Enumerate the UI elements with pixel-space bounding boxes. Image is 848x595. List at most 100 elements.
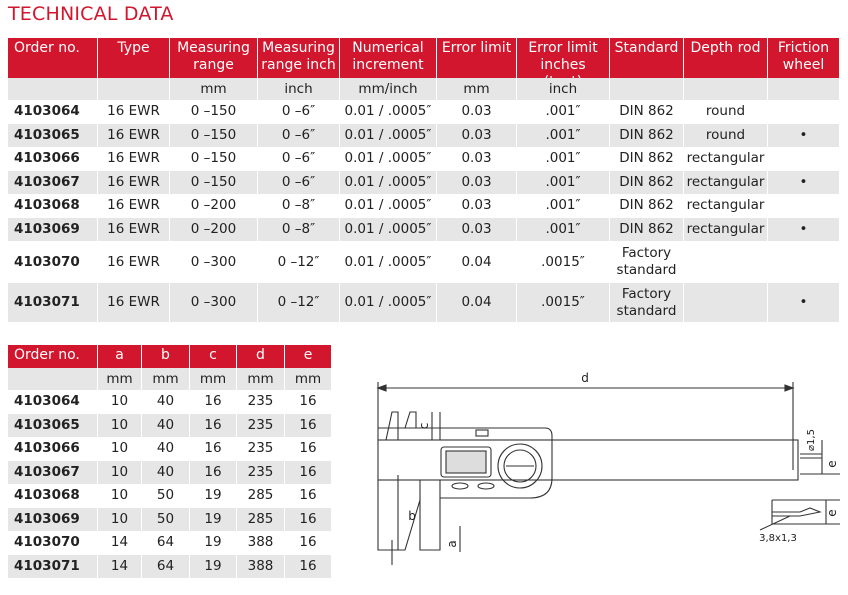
- table-cell: 19: [190, 531, 237, 555]
- table-cell: round: [684, 123, 768, 147]
- table-cell: 10: [98, 437, 142, 461]
- table-cell: Factory standard: [610, 283, 684, 322]
- unit-cell: [610, 78, 684, 100]
- table-cell: 16 EWR: [98, 100, 170, 124]
- table-cell: •: [768, 283, 840, 322]
- table-cell: [768, 194, 840, 218]
- table-cell: 16 EWR: [98, 147, 170, 171]
- table-cell: .001″: [517, 170, 610, 194]
- dim-label: ⌀1,5: [806, 429, 817, 451]
- table-cell: 388: [237, 554, 285, 578]
- dim-label: e: [825, 460, 839, 467]
- table-cell: .001″: [517, 100, 610, 124]
- table-cell: 40: [142, 413, 190, 437]
- table-cell: •: [768, 217, 840, 241]
- header-cell: Standard: [610, 38, 684, 78]
- header-cell: Error limit inches (text): [517, 38, 610, 90]
- table-cell: 50: [142, 507, 190, 531]
- table-cell: .0015″: [517, 283, 610, 322]
- table-cell: 4103067: [8, 170, 98, 194]
- table-cell: 285: [237, 507, 285, 531]
- header-cell: Measuring range inch: [258, 38, 340, 78]
- unit-cell: mm: [142, 368, 190, 390]
- table-cell: 4103070: [8, 531, 98, 555]
- unit-cell: [8, 368, 98, 390]
- table-cell: 388: [237, 531, 285, 555]
- unit-cell: mm: [285, 368, 332, 390]
- dim-label: d: [581, 371, 589, 385]
- table-cell: 4103066: [8, 147, 98, 171]
- table-cell: 4103071: [8, 283, 98, 322]
- table-cell: 16 EWR: [98, 170, 170, 194]
- table-cell: 4103071: [8, 554, 98, 578]
- table-cell: 16 EWR: [98, 123, 170, 147]
- table-cell: 0.01 / .0005″: [340, 241, 437, 283]
- unit-cell: inch: [517, 78, 610, 100]
- table-cell: 16 EWR: [98, 194, 170, 218]
- table-cell: 0 –8″: [258, 194, 340, 218]
- table-cell: 40: [142, 437, 190, 461]
- header-cell: Order no.: [8, 345, 98, 368]
- table-cell: rectangular: [684, 170, 768, 194]
- header-cell: a: [98, 345, 142, 368]
- table-cell: 0 –12″: [258, 283, 340, 322]
- table-cell: 0.01 / .0005″: [340, 283, 437, 322]
- table-cell: 19: [190, 554, 237, 578]
- table-cell: 64: [142, 554, 190, 578]
- table-cell: 0 –6″: [258, 123, 340, 147]
- table-cell: 19: [190, 484, 237, 508]
- table-cell: 0.01 / .0005″: [340, 217, 437, 241]
- unit-cell: mm/inch: [340, 78, 437, 100]
- table-cell: rectangular: [684, 147, 768, 171]
- table-cell: 4103070: [8, 241, 98, 283]
- table-cell: 16: [285, 413, 332, 437]
- table-cell: 0.03: [437, 147, 517, 171]
- unit-cell: inch: [258, 78, 340, 100]
- table-cell: 0.03: [437, 123, 517, 147]
- table-cell: 0 –150: [170, 123, 258, 147]
- table-cell: 4103069: [8, 507, 98, 531]
- table-cell: 10: [98, 507, 142, 531]
- header-cell: Order no.: [8, 38, 98, 78]
- table-cell: 0.01 / .0005″: [340, 170, 437, 194]
- header-cell: Numerical increment: [340, 38, 437, 78]
- table-cell: 10: [98, 390, 142, 414]
- dim-label: e: [825, 509, 839, 516]
- dim-label: b: [408, 509, 416, 523]
- table-cell: 0 –300: [170, 283, 258, 322]
- table-cell: 285: [237, 484, 285, 508]
- table-cell: 0 –300: [170, 241, 258, 283]
- table-cell: 50: [142, 484, 190, 508]
- unit-cell: mm: [170, 78, 258, 100]
- table-cell: 14: [98, 554, 142, 578]
- table-cell: 0 –150: [170, 147, 258, 171]
- header-cell: Friction wheel: [768, 38, 840, 78]
- table-cell: 0 –150: [170, 170, 258, 194]
- table-cell: .001″: [517, 147, 610, 171]
- table-cell: 16: [190, 437, 237, 461]
- table-cell: 4103068: [8, 194, 98, 218]
- table-cell: .001″: [517, 194, 610, 218]
- table-cell: 4103066: [8, 437, 98, 461]
- unit-cell: mm: [437, 78, 517, 100]
- table-cell: rectangular: [684, 194, 768, 218]
- table-cell: 0 –6″: [258, 100, 340, 124]
- table-cell: .001″: [517, 123, 610, 147]
- table-cell: 0 –200: [170, 194, 258, 218]
- table-cell: DIN 862: [610, 147, 684, 171]
- table-cell: 0.01 / .0005″: [340, 194, 437, 218]
- header-cell: c: [190, 345, 237, 368]
- table-cell: DIN 862: [610, 217, 684, 241]
- table-cell: 10: [98, 460, 142, 484]
- table-cell: 0.03: [437, 170, 517, 194]
- unit-cell: mm: [190, 368, 237, 390]
- table-cell: 4103065: [8, 123, 98, 147]
- table-cell: 4103068: [8, 484, 98, 508]
- table-cell: 0.01 / .0005″: [340, 147, 437, 171]
- table-cell: DIN 862: [610, 100, 684, 124]
- table-cell: 4103064: [8, 390, 98, 414]
- table-cell: 0.01 / .0005″: [340, 123, 437, 147]
- header-cell: Measuring range: [170, 38, 258, 78]
- table-cell: •: [768, 123, 840, 147]
- table-cell: 4103067: [8, 460, 98, 484]
